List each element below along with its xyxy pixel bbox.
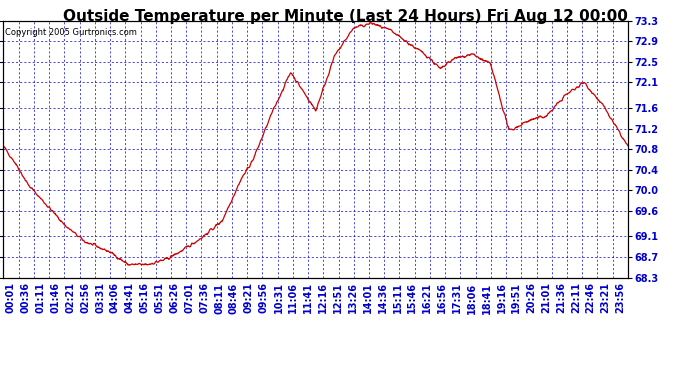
Text: 13:26: 13:26 xyxy=(348,282,358,314)
Text: 23:21: 23:21 xyxy=(600,282,611,314)
Text: 08:46: 08:46 xyxy=(229,282,239,314)
Text: 23:56: 23:56 xyxy=(615,282,625,314)
Text: 04:06: 04:06 xyxy=(110,282,120,314)
Text: 10:31: 10:31 xyxy=(273,282,284,314)
Text: 07:36: 07:36 xyxy=(199,282,209,314)
Text: 21:36: 21:36 xyxy=(556,282,566,314)
Text: 14:36: 14:36 xyxy=(377,282,388,314)
Text: 04:41: 04:41 xyxy=(125,282,135,314)
Text: 02:56: 02:56 xyxy=(80,282,90,314)
Text: 09:21: 09:21 xyxy=(244,282,254,314)
Text: 00:01: 00:01 xyxy=(6,282,16,314)
Text: 05:16: 05:16 xyxy=(139,282,150,314)
Text: 09:56: 09:56 xyxy=(259,282,268,314)
Text: 19:16: 19:16 xyxy=(497,282,506,314)
Text: 15:11: 15:11 xyxy=(393,282,402,314)
Text: 15:46: 15:46 xyxy=(407,282,417,314)
Text: 00:36: 00:36 xyxy=(21,282,31,314)
Text: 19:51: 19:51 xyxy=(511,282,522,314)
Text: 12:16: 12:16 xyxy=(318,282,328,314)
Text: 11:41: 11:41 xyxy=(303,282,313,314)
Text: 21:01: 21:01 xyxy=(541,282,551,314)
Text: 01:11: 01:11 xyxy=(36,282,46,314)
Text: 16:56: 16:56 xyxy=(437,282,447,314)
Text: 06:26: 06:26 xyxy=(170,282,179,314)
Text: 14:01: 14:01 xyxy=(363,282,373,314)
Text: 03:31: 03:31 xyxy=(95,282,105,314)
Text: 01:46: 01:46 xyxy=(50,282,61,314)
Text: 18:41: 18:41 xyxy=(482,282,492,314)
Text: Copyright 2005 Gurtronics.com: Copyright 2005 Gurtronics.com xyxy=(5,28,137,38)
Text: 02:21: 02:21 xyxy=(66,282,75,314)
Text: Outside Temperature per Minute (Last 24 Hours) Fri Aug 12 00:00: Outside Temperature per Minute (Last 24 … xyxy=(63,9,627,24)
Text: 12:51: 12:51 xyxy=(333,282,343,314)
Text: 11:06: 11:06 xyxy=(288,282,298,314)
Text: 05:51: 05:51 xyxy=(155,282,164,314)
Text: 16:21: 16:21 xyxy=(422,282,432,314)
Text: 07:01: 07:01 xyxy=(184,282,195,314)
Text: 22:46: 22:46 xyxy=(586,282,595,314)
Text: 17:31: 17:31 xyxy=(452,282,462,314)
Text: 08:11: 08:11 xyxy=(214,282,224,314)
Text: 20:26: 20:26 xyxy=(526,282,536,314)
Text: 22:11: 22:11 xyxy=(571,282,581,314)
Text: 18:06: 18:06 xyxy=(467,282,477,314)
